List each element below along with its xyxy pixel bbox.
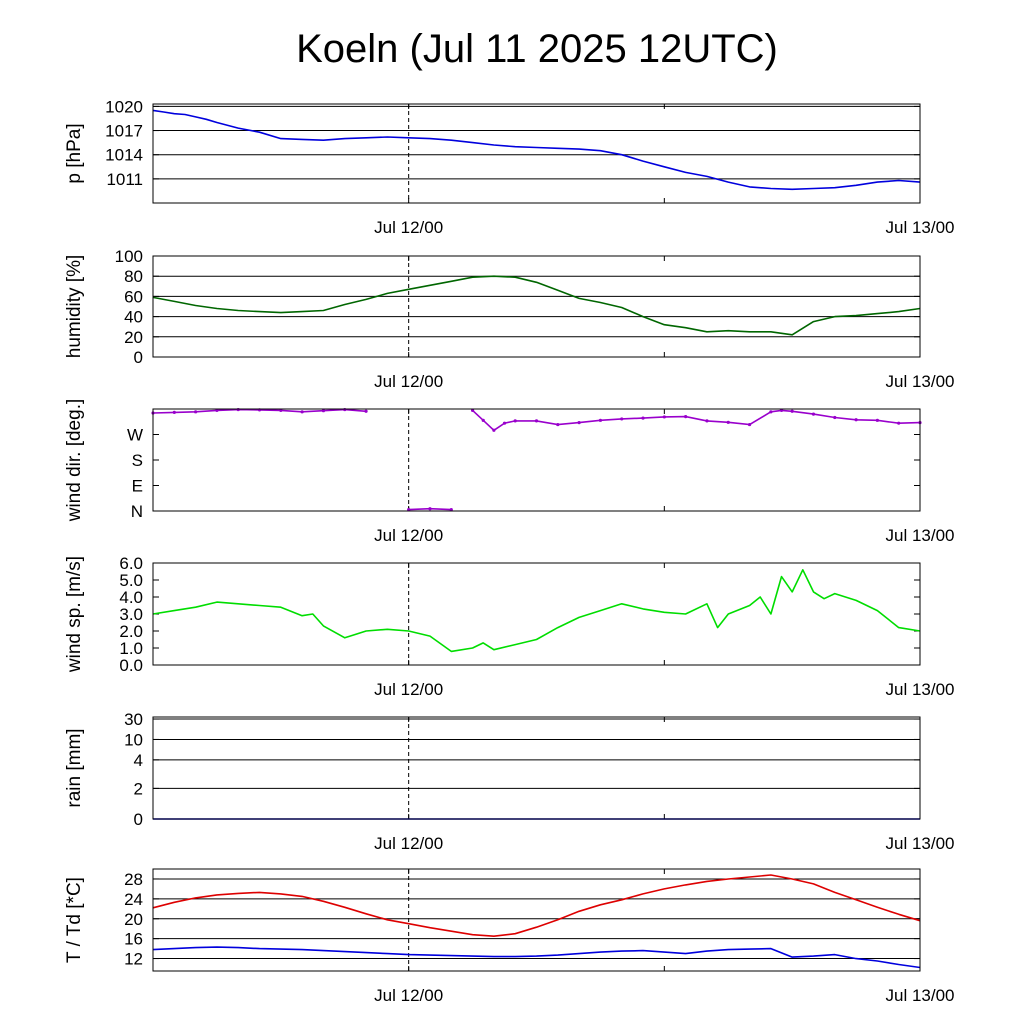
humidity-ytick-label: 0 — [134, 348, 143, 367]
rain-frame — [152, 716, 921, 820]
wind_direction-point — [492, 428, 496, 432]
humidity-xtick-label: Jul 13/00 — [886, 372, 955, 391]
wind_speed-series-0 — [152, 568, 921, 653]
wind_direction-point — [790, 409, 794, 413]
wind_speed-ytick-label: 3.0 — [119, 605, 143, 624]
wind_direction-point — [470, 408, 475, 413]
wind_direction-point — [481, 418, 485, 422]
wind_direction-point — [811, 412, 816, 416]
wind_direction-point — [769, 410, 773, 414]
humidity-ytick-label: 100 — [115, 247, 143, 266]
wind_direction-xtick-label: Jul 12/00 — [374, 526, 443, 545]
wind_speed-ylabel: wind sp. [m/s] — [64, 556, 85, 673]
humidity-ytick-label: 20 — [124, 328, 143, 347]
rain-ytick-label: 4 — [134, 751, 143, 770]
humidity-ylabel: humidity [%] — [64, 255, 85, 358]
wind_direction-point — [236, 407, 240, 412]
humidity-frame — [152, 255, 921, 358]
wind_direction-point — [620, 417, 624, 421]
wind_direction-point — [747, 422, 752, 427]
wind_direction-point — [502, 421, 507, 425]
wind_direction-point — [279, 408, 283, 413]
wind_direction-point — [321, 409, 326, 413]
wind_direction-point — [513, 419, 517, 423]
pressure-xtick-label: Jul 12/00 — [374, 218, 443, 237]
temperature-ylabel: T / Td [*C] — [64, 877, 85, 963]
wind_direction-point — [428, 507, 432, 511]
wind_direction-point — [172, 410, 176, 414]
wind_speed-xtick-label: Jul 12/00 — [374, 680, 443, 699]
wind_speed-ytick-label: 0.0 — [119, 656, 143, 675]
humidity-ytick-label: 60 — [124, 287, 143, 306]
wind_direction-ytick-label: W — [127, 426, 143, 445]
humidity-ytick-label: 80 — [124, 267, 143, 286]
temperature-ytick-label: 20 — [124, 910, 143, 929]
pressure-ytick-label: 1017 — [105, 122, 143, 141]
rain-xtick-label: Jul 13/00 — [886, 834, 955, 853]
rain-xtick-label: Jul 12/00 — [374, 834, 443, 853]
pressure-series-0 — [152, 109, 921, 191]
wind_speed-frame — [152, 562, 921, 666]
humidity-xtick-label: Jul 12/00 — [374, 372, 443, 391]
pressure-frame — [152, 103, 921, 204]
wind_speed-ytick-label: 1.0 — [119, 639, 143, 658]
wind_direction-point — [577, 421, 581, 425]
humidity-ytick-label: 40 — [124, 308, 143, 327]
humidity-series-0 — [152, 275, 921, 336]
temperature-frame — [152, 868, 921, 972]
wind_direction-point — [833, 415, 837, 420]
wind_direction-ytick-label: E — [132, 477, 143, 496]
temperature-series-1 — [152, 946, 921, 969]
wind_direction-point — [875, 418, 879, 422]
temperature-ytick-label: 12 — [124, 950, 143, 969]
temperature-series-0 — [152, 874, 921, 938]
wind_direction-point — [449, 507, 453, 512]
wind_direction-point — [534, 419, 539, 423]
wind_speed-xtick-label: Jul 13/00 — [886, 680, 955, 699]
wind_direction-ylabel: wind dir. [deg.] — [64, 399, 85, 523]
pressure-xtick-label: Jul 13/00 — [886, 218, 955, 237]
temperature-ytick-label: 28 — [124, 870, 143, 889]
wind_direction-xtick-label: Jul 13/00 — [886, 526, 955, 545]
wind_direction-point — [726, 420, 730, 424]
wind_direction-point — [854, 418, 858, 422]
wind_direction-point — [194, 410, 198, 414]
temperature-xtick-label: Jul 13/00 — [886, 986, 955, 1005]
pressure-ytick-label: 1011 — [106, 170, 143, 189]
pressure-ytick-label: 1014 — [105, 146, 143, 165]
wind_direction-point — [407, 507, 411, 512]
rain-ytick-label: 30 — [124, 710, 143, 729]
temperature-ytick-label: 16 — [124, 930, 143, 949]
wind_direction-point — [300, 410, 304, 414]
pressure-ytick-label: 1020 — [105, 97, 143, 116]
wind_direction-point — [556, 422, 560, 427]
temperature-ytick-label: 24 — [124, 890, 143, 909]
wind_direction-ytick-label: S — [132, 451, 143, 470]
wind_direction-point — [215, 408, 219, 413]
rain-ylabel: rain [mm] — [64, 728, 85, 807]
wind_direction-point — [641, 416, 645, 420]
wind_direction-point — [779, 408, 784, 413]
wind_direction-point — [705, 419, 709, 423]
rain-ytick-label: 0 — [134, 810, 143, 829]
wind_speed-ytick-label: 2.0 — [119, 622, 143, 641]
wind_direction-frame — [152, 408, 921, 512]
pressure-ylabel: p [hPa] — [64, 123, 85, 183]
rain-ytick-label: 10 — [124, 730, 143, 749]
wind_direction-point — [897, 421, 901, 425]
wind_direction-ytick-label: N — [131, 502, 143, 521]
chart-title: Koeln (Jul 11 2025 12UTC) — [296, 27, 778, 71]
wind_direction-point — [364, 409, 368, 413]
temperature-xtick-label: Jul 12/00 — [374, 986, 443, 1005]
wind_speed-ytick-label: 5.0 — [119, 571, 143, 590]
wind_speed-ytick-label: 4.0 — [119, 588, 143, 607]
wind_direction-point — [343, 407, 347, 412]
wind_direction-point — [598, 418, 603, 422]
wind_direction-point — [684, 415, 688, 419]
wind_direction-point — [662, 415, 666, 419]
wind_speed-ytick-label: 6.0 — [119, 554, 143, 573]
rain-ytick-label: 2 — [134, 779, 143, 798]
